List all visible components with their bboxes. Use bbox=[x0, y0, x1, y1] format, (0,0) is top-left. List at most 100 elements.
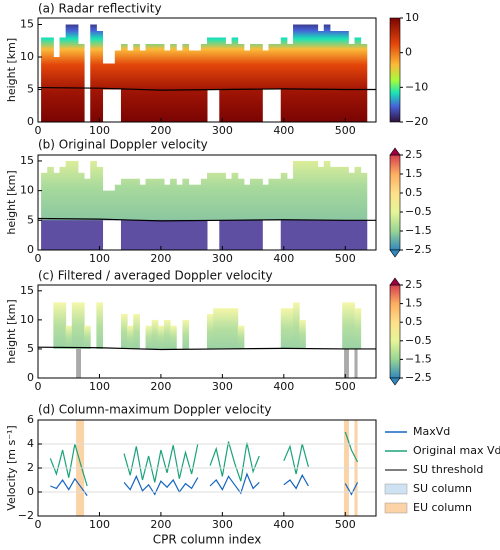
echo-column bbox=[151, 178, 159, 250]
colorbar-tick-label: −0.5 bbox=[405, 205, 432, 218]
echo-column bbox=[342, 31, 349, 122]
echo-column bbox=[286, 308, 294, 349]
melting-layer bbox=[37, 86, 376, 91]
echo-column bbox=[336, 166, 343, 250]
frame bbox=[37, 17, 377, 123]
echo-column bbox=[59, 302, 67, 349]
echo-column bbox=[200, 44, 208, 122]
echo-column bbox=[170, 178, 177, 250]
echo-column bbox=[170, 44, 177, 122]
y-tick-label: 5 bbox=[27, 342, 34, 355]
colorbar-tick-label: −20 bbox=[405, 115, 428, 128]
echo-column bbox=[237, 178, 245, 250]
y-axis-label: height [km] bbox=[5, 38, 18, 102]
colorbar-extend bbox=[389, 147, 401, 156]
echo-column bbox=[231, 172, 239, 250]
echo-column bbox=[120, 314, 128, 349]
echo-column bbox=[194, 50, 202, 122]
echo-column bbox=[71, 160, 79, 250]
echo-column bbox=[286, 44, 294, 122]
x-tick-label: 500 bbox=[335, 252, 356, 265]
echo-column bbox=[84, 325, 91, 349]
echo-column bbox=[293, 302, 300, 349]
echo-column bbox=[163, 50, 171, 122]
colorbar-tick-label: −2.5 bbox=[405, 371, 432, 384]
legend-swatch bbox=[384, 502, 408, 514]
panel-title: (d) Column-maximum Doppler velocity bbox=[38, 403, 272, 417]
echo-column bbox=[96, 302, 104, 349]
colorbar-tick-label: 1.5 bbox=[405, 167, 423, 180]
echo-column bbox=[354, 37, 362, 122]
x-tick-label: 0 bbox=[35, 380, 42, 393]
column-highlight bbox=[76, 348, 82, 378]
x-tick-label: 300 bbox=[212, 380, 233, 393]
echo-column bbox=[127, 325, 134, 349]
y-tick-label: 15 bbox=[20, 284, 34, 297]
legend-label: SU threshold bbox=[413, 463, 483, 476]
echo-column bbox=[53, 172, 61, 250]
x-tick-label: 100 bbox=[89, 518, 110, 531]
echo-column bbox=[237, 325, 245, 349]
echo-column bbox=[280, 308, 288, 349]
x-tick-label: 300 bbox=[212, 518, 233, 531]
echo-column bbox=[360, 44, 368, 122]
echo-column bbox=[71, 302, 79, 349]
frame bbox=[37, 154, 377, 251]
echo-column bbox=[182, 319, 190, 349]
y-tick-label: 5 bbox=[27, 83, 34, 96]
echo-column bbox=[151, 44, 159, 122]
echo-column bbox=[299, 319, 306, 349]
echo-column bbox=[268, 44, 276, 90]
echo-column bbox=[71, 24, 79, 122]
echo-column bbox=[145, 178, 153, 250]
echo-column bbox=[163, 184, 171, 250]
colorbar-tick-label: −1.5 bbox=[405, 224, 432, 237]
x-tick-label: 200 bbox=[150, 124, 171, 137]
echo-column bbox=[133, 44, 140, 122]
echo-column bbox=[323, 160, 331, 250]
echo-column bbox=[53, 57, 61, 122]
echo-column bbox=[262, 184, 269, 221]
y-tick-label: 2 bbox=[27, 461, 34, 474]
colorbar-tick-label: −10 bbox=[405, 80, 428, 93]
echo-column bbox=[293, 160, 300, 250]
echo-column bbox=[65, 24, 73, 122]
legend-label: Original max Vd bbox=[413, 444, 500, 457]
echo-column bbox=[348, 44, 355, 122]
x-tick-label: 400 bbox=[273, 124, 294, 137]
echo-column bbox=[354, 166, 362, 250]
echo-column bbox=[108, 190, 116, 221]
echo-column bbox=[311, 160, 319, 250]
x-tick-label: 400 bbox=[273, 518, 294, 531]
y-tick-label: 5 bbox=[27, 213, 34, 226]
echo-column bbox=[47, 166, 54, 250]
echo-column bbox=[299, 160, 306, 250]
x-tick-label: 500 bbox=[335, 380, 356, 393]
x-tick-label: 400 bbox=[273, 380, 294, 393]
echo-column bbox=[157, 178, 165, 250]
echo-column bbox=[151, 319, 159, 349]
echo-column bbox=[256, 178, 263, 250]
echo-column bbox=[77, 302, 85, 349]
y-tick-label: 10 bbox=[20, 313, 34, 326]
echo-column bbox=[237, 44, 245, 122]
x-tick-label: 200 bbox=[150, 518, 171, 531]
x-tick-label: 500 bbox=[335, 124, 356, 137]
echo-column bbox=[305, 24, 312, 122]
plot-area bbox=[41, 160, 368, 250]
echo-column bbox=[188, 184, 196, 250]
y-tick-label: 0 bbox=[27, 243, 34, 256]
echo-column bbox=[225, 44, 233, 122]
x-tick-label: 300 bbox=[212, 252, 233, 265]
echo-column bbox=[157, 325, 165, 349]
echo-column bbox=[207, 37, 214, 90]
echo-column bbox=[274, 178, 282, 221]
echo-column bbox=[256, 44, 263, 122]
y-tick-label: 0 bbox=[27, 371, 34, 384]
y-tick-label: 0 bbox=[27, 115, 34, 128]
echo-column bbox=[176, 184, 183, 250]
colorbar-tick-label: 1.5 bbox=[405, 297, 423, 310]
legend-label: MaxVd bbox=[413, 425, 450, 438]
x-tick-label: 200 bbox=[150, 252, 171, 265]
melting-layer bbox=[37, 346, 376, 351]
